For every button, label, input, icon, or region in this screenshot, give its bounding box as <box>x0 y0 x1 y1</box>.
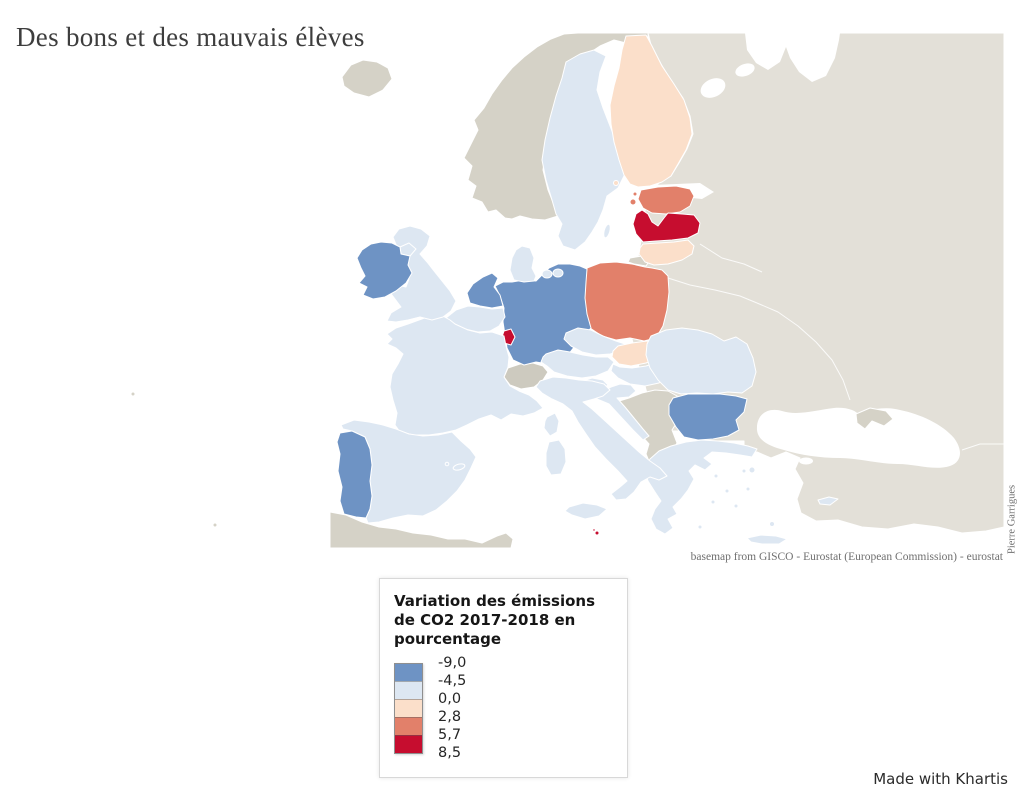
island-saaremaa <box>629 198 637 206</box>
lake-onega <box>735 63 755 77</box>
island-speck-south <box>212 522 218 528</box>
country-austria <box>540 349 615 379</box>
legend-break-4: 5,7 <box>438 726 462 743</box>
legend-title-line-2: de CO2 2017-2018 en <box>394 611 576 630</box>
made-with-credit: Made with Khartis <box>873 770 1008 788</box>
region-north-africa <box>329 511 514 548</box>
country-greece <box>643 439 758 535</box>
sea-black-sea <box>756 407 960 468</box>
legend-swatch-4 <box>395 716 422 735</box>
country-lithuania <box>638 239 695 266</box>
border-russia-ukraine <box>756 302 851 401</box>
island-ibiza <box>444 461 450 467</box>
legend-break-5: 8,5 <box>438 744 462 761</box>
map-attribution: basemap from GISCO - Eurostat (European … <box>690 551 1003 563</box>
greek-islands <box>697 466 775 530</box>
island-gotland <box>603 223 611 239</box>
country-malta <box>594 530 600 536</box>
country-latvia <box>632 209 701 243</box>
island-zealand <box>552 268 564 278</box>
legend-swatch-2 <box>395 680 422 699</box>
legend-title: Variation des émissions de CO2 2017-2018… <box>394 592 613 650</box>
island-gozo <box>592 528 596 532</box>
legend-panel: Variation des émissions de CO2 2017-2018… <box>379 578 628 778</box>
legend-title-line-1: Variation des émissions <box>394 592 596 610</box>
map-author-credit: Pierre Garrigues <box>1006 484 1018 554</box>
page-title: Des bons et des mauvais élèves <box>16 22 365 53</box>
region-norway <box>463 33 649 221</box>
country-finland <box>609 34 693 188</box>
legend-break-2: 0,0 <box>438 690 462 707</box>
country-portugal <box>336 430 373 519</box>
island-funen <box>541 269 553 279</box>
country-poland <box>583 261 670 342</box>
island-crete <box>746 534 788 545</box>
sea-marmara <box>799 457 813 465</box>
legend-scale: -9,0 -4,5 0,0 2,8 5,7 8,5 <box>394 655 613 761</box>
island-sardinia <box>545 439 567 476</box>
country-germany <box>494 263 592 366</box>
country-france <box>386 314 544 436</box>
country-sweden <box>541 49 626 251</box>
region-iceland <box>341 59 393 98</box>
country-cyprus <box>817 496 839 506</box>
legend-swatch-column <box>394 662 423 754</box>
island-speck-west <box>130 391 136 397</box>
island-hiiumaa <box>632 191 638 197</box>
legend-swatch-1 <box>395 663 422 681</box>
legend-swatch-3 <box>395 698 422 717</box>
country-croatia <box>588 383 650 441</box>
country-netherlands <box>466 272 504 309</box>
lake-ladoga <box>700 78 726 98</box>
sea-white-sea <box>745 33 840 82</box>
country-ireland <box>356 241 413 300</box>
country-romania <box>645 327 757 395</box>
legend-title-line-3: pourcentage <box>394 630 502 649</box>
border-belarus-ukraine <box>667 277 758 304</box>
legend-break-1: -4,5 <box>438 672 467 689</box>
legend-break-0: -9,0 <box>438 654 467 671</box>
island-corsica <box>543 412 560 437</box>
border-caucasus <box>961 443 1004 451</box>
border-russia-belarus <box>699 243 763 273</box>
island-aland <box>613 180 619 186</box>
country-denmark <box>509 245 537 283</box>
legend-swatch-5 <box>395 734 422 753</box>
region-crimea <box>855 407 894 430</box>
island-sicily <box>564 502 608 520</box>
country-estonia <box>637 185 695 215</box>
country-bulgaria <box>668 393 748 441</box>
legend-break-3: 2,8 <box>438 708 462 725</box>
country-italy <box>535 376 668 501</box>
island-mallorca <box>452 463 466 471</box>
